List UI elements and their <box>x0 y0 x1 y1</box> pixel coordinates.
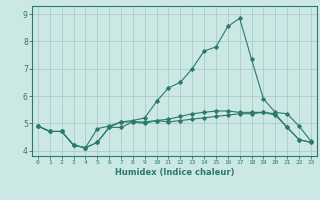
X-axis label: Humidex (Indice chaleur): Humidex (Indice chaleur) <box>115 168 234 177</box>
